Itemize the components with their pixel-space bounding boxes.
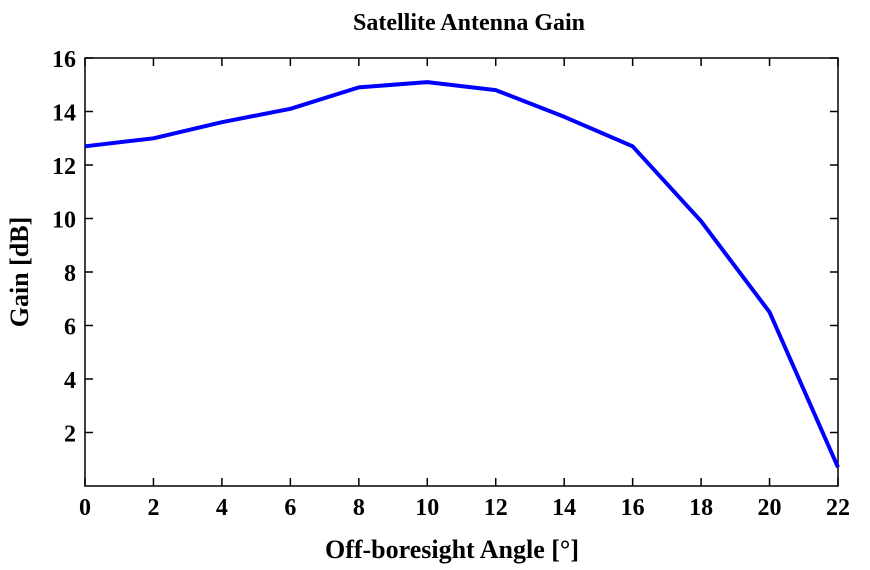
plot-area-frame	[84, 57, 839, 487]
y-tick-label: 8	[64, 261, 76, 287]
data-point	[701, 221, 702, 222]
x-tick-label: 10	[415, 495, 439, 521]
y-tick-label: 14	[52, 101, 76, 127]
series-line	[84, 80, 840, 469]
data-point	[632, 146, 633, 147]
x-tick-label: 4	[216, 495, 228, 521]
data-point	[358, 87, 359, 88]
data-point	[427, 82, 428, 83]
y-tick-label: 4	[64, 368, 76, 394]
x-tick-label: 6	[284, 495, 296, 521]
x-axis-label: Off-boresight Angle [°]	[325, 535, 579, 564]
x-tick-label: 18	[689, 495, 713, 521]
chart-title: Satellite Antenna Gain	[353, 10, 585, 36]
x-tick-labels: 0 2 4 6 8 10 12 14 16 18 20 22	[79, 495, 850, 521]
x-tick-label: 2	[147, 495, 159, 521]
data-point	[153, 138, 154, 139]
y-axis-label: Gain [dB]	[5, 217, 34, 328]
x-tick-label: 0	[79, 495, 91, 521]
y-tick-label: 16	[52, 47, 76, 73]
x-tick-label: 20	[758, 495, 782, 521]
data-point	[221, 122, 222, 123]
data-point	[838, 467, 839, 468]
data-point	[290, 108, 291, 109]
data-point	[564, 116, 565, 117]
x-tick-label: 14	[552, 495, 576, 521]
x-tick-label: 22	[826, 495, 850, 521]
y-tick-label: 12	[52, 154, 76, 180]
x-tick-label: 8	[353, 495, 365, 521]
x-tick-label: 16	[621, 495, 645, 521]
y-tick-label: 2	[64, 422, 76, 448]
series-layer	[84, 80, 840, 469]
y-tick-labels: 2 4 6 8 10 12 14 16	[52, 47, 76, 448]
x-tick-label: 12	[484, 495, 508, 521]
axis-ticks	[84, 57, 839, 486]
y-tick-label: 10	[52, 208, 76, 234]
y-tick-label: 6	[64, 315, 76, 341]
data-point	[495, 90, 496, 91]
data-point	[769, 312, 770, 313]
data-point	[85, 146, 86, 147]
